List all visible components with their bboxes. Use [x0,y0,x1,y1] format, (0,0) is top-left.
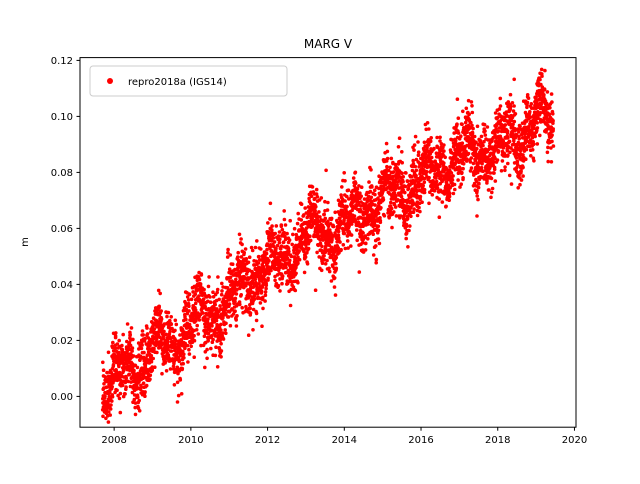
chart-title: MARG V [304,37,353,51]
y-axis-ticks: 0.00 0.02 0.04 0.06 0.08 0.10 0.12 [51,56,80,403]
x-tick-label: 2008 [101,435,126,446]
y-tick-label: 0.10 [51,112,73,123]
x-tick-label: 2012 [255,435,280,446]
x-tick-label: 2018 [485,435,510,446]
x-axis-ticks: 2008 2010 2012 2014 2016 2018 2020 [101,427,587,446]
legend-marker-icon [107,78,113,84]
x-tick-label: 2010 [178,435,203,446]
y-tick-label: 0.04 [51,280,73,291]
y-tick-label: 0.06 [51,224,73,235]
legend: repro2018a (IGS14) [89,65,288,97]
legend-frame [89,65,288,97]
x-tick-label: 2014 [332,435,357,446]
x-tick-label: 2020 [562,435,587,446]
axes-frame [79,57,577,428]
y-tick-label: 0.08 [51,168,73,179]
y-tick-label: 0.12 [51,56,73,67]
x-tick-label: 2016 [408,435,433,446]
legend-label: repro2018a (IGS14) [128,77,227,88]
y-tick-label: 0.00 [51,392,73,403]
y-tick-label: 0.02 [51,336,73,347]
scatter-points [100,67,556,424]
y-axis-label: m [20,237,31,247]
